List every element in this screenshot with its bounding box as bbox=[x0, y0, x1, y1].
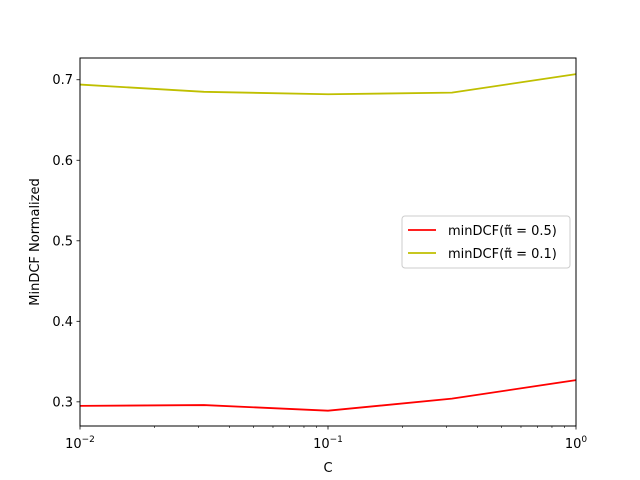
y-tick-label: 0.3 bbox=[52, 395, 73, 410]
x-axis-label: C bbox=[323, 461, 332, 476]
series-line bbox=[79, 73, 577, 96]
y-tick-label: 0.5 bbox=[52, 234, 73, 249]
legend-box bbox=[401, 215, 571, 269]
y-tick-label: 0.4 bbox=[52, 315, 73, 330]
y-axis: 0.3 0.4 0.5 0.6 0.7 bbox=[52, 73, 80, 410]
legend: minDCF(π̃ = 0.5) minDCF(π̃ = 0.1) bbox=[401, 215, 571, 269]
series-line bbox=[79, 379, 577, 412]
series-layer bbox=[79, 73, 577, 412]
legend-label: minDCF(π̃ = 0.5) bbox=[448, 224, 557, 239]
legend-label: minDCF(π̃ = 0.1) bbox=[448, 247, 557, 262]
y-tick-label: 0.6 bbox=[52, 154, 73, 169]
y-axis-label: MinDCF Normalized bbox=[28, 178, 43, 306]
y-tick-label: 0.7 bbox=[52, 73, 73, 88]
